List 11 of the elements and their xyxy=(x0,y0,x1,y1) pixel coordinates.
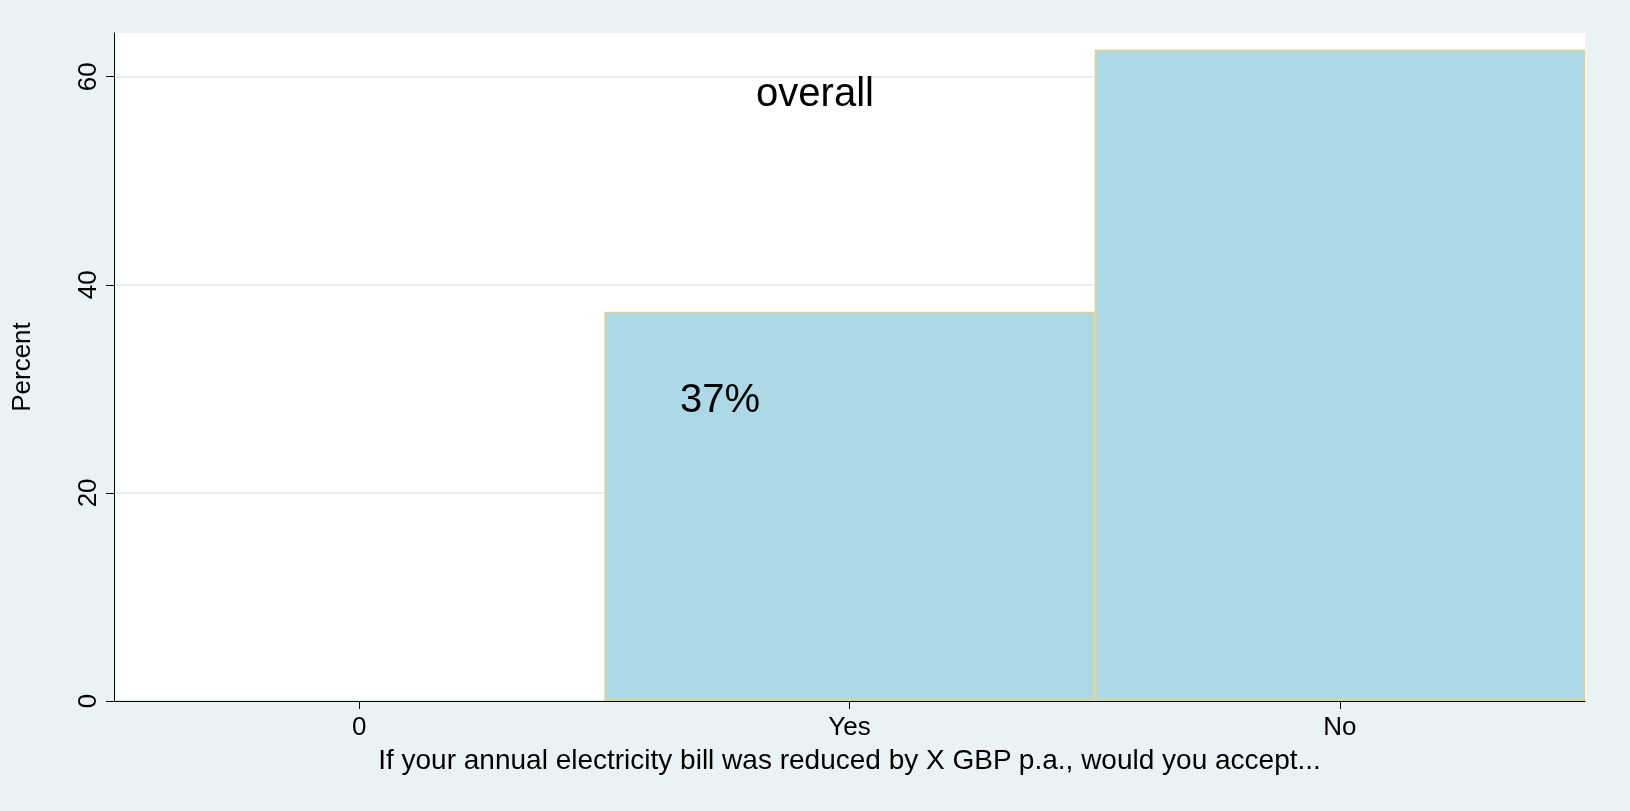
x-tick-label: Yes xyxy=(828,711,871,741)
x-axis-title: If your annual electricity bill was reduced by X GBP p.a., would you accept... xyxy=(378,743,1321,775)
y-tick-label: 20 xyxy=(72,478,102,508)
y-axis-title: Percent xyxy=(6,321,36,412)
y-tick-label: 0 xyxy=(72,693,102,709)
annotation: 37% xyxy=(680,376,761,420)
y-tick-label: 60 xyxy=(72,62,102,92)
annotation: overall xyxy=(756,70,874,114)
x-tick-label: 0 xyxy=(351,711,367,741)
x-tick-label: No xyxy=(1323,711,1357,741)
y-tick-label: 40 xyxy=(72,270,102,300)
